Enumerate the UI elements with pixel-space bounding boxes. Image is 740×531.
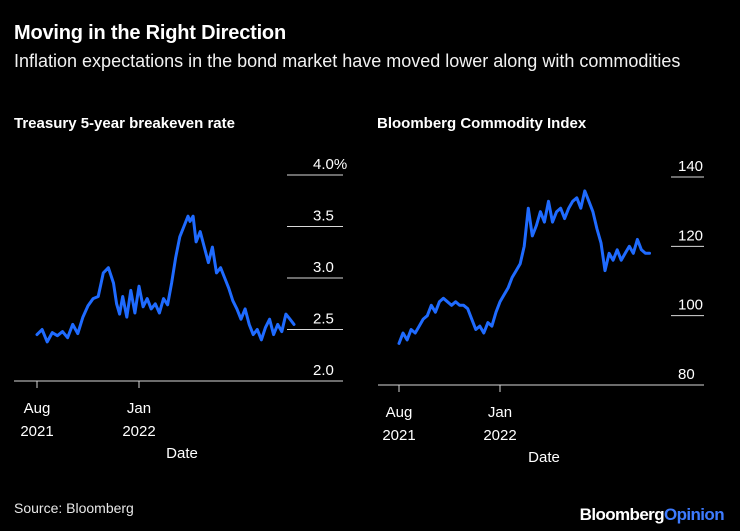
y-tick-label: 3.5 bbox=[313, 208, 334, 225]
source-note: Source: Bloomberg bbox=[14, 500, 134, 516]
bloomberg-opinion-logo: BloombergOpinion bbox=[579, 505, 725, 525]
y-tick-label: 2.5 bbox=[313, 311, 334, 328]
breakeven-chart: 2.0 2.5 3.0 3.5 4.0% Aug 2021 Jan 2022 Date bbox=[14, 156, 347, 462]
x-tick-label-month: Aug bbox=[386, 404, 413, 421]
y-tick-label: 80 bbox=[678, 366, 695, 383]
series-line bbox=[35, 214, 296, 344]
x-axis-title: Date bbox=[528, 449, 560, 466]
x-tick-label-year: 2022 bbox=[483, 427, 516, 444]
chart-subtitle: Inflation expectations in the bond marke… bbox=[14, 51, 681, 71]
commodity-chart: 80 100 120 140 Aug 2021 Jan 2022 Date bbox=[378, 158, 704, 466]
x-tick-label-year: 2021 bbox=[20, 423, 53, 440]
series-line bbox=[397, 189, 651, 345]
y-tick-label: 100 bbox=[678, 297, 703, 314]
x-tick-label-month: Jan bbox=[127, 400, 151, 417]
logo-main: Bloomberg bbox=[579, 505, 665, 524]
breakeven-chart-title: Treasury 5-year breakeven rate bbox=[14, 115, 235, 132]
y-tick-label: 2.0 bbox=[313, 362, 334, 379]
x-tick-label-year: 2021 bbox=[382, 427, 415, 444]
y-tick-label: 120 bbox=[678, 227, 703, 244]
logo-accent: Opinion bbox=[663, 505, 725, 524]
x-tick-label-year: 2022 bbox=[122, 423, 155, 440]
x-tick-label-month: Jan bbox=[488, 404, 512, 421]
chart-title-main: Moving in the Right Direction bbox=[14, 22, 286, 44]
y-tick-label: 3.0 bbox=[313, 259, 334, 276]
commodity-chart-title: Bloomberg Commodity Index bbox=[377, 115, 587, 132]
y-tick-label: 4.0% bbox=[313, 156, 347, 173]
y-tick-label: 140 bbox=[678, 158, 703, 175]
x-tick-label-month: Aug bbox=[24, 400, 51, 417]
x-axis-title: Date bbox=[166, 445, 198, 462]
